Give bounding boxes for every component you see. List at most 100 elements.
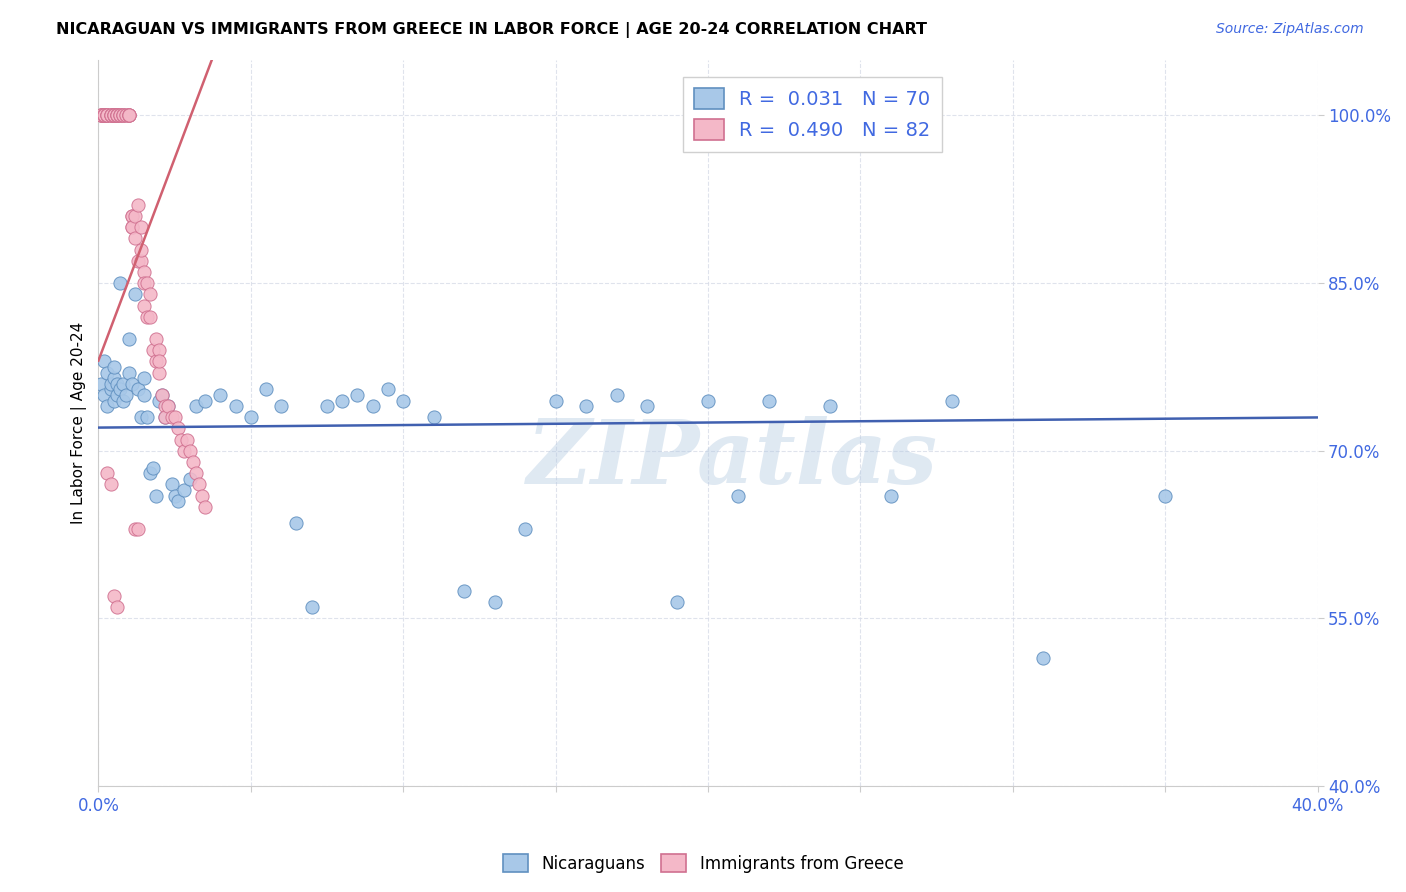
Point xyxy=(181,455,204,469)
Point xyxy=(103,108,125,122)
Point xyxy=(93,388,115,402)
Point xyxy=(132,265,155,279)
Point xyxy=(453,583,475,598)
Point xyxy=(105,108,128,122)
Text: Source: ZipAtlas.com: Source: ZipAtlas.com xyxy=(1216,22,1364,37)
Point xyxy=(103,359,125,374)
Point xyxy=(270,399,292,413)
Point xyxy=(818,399,841,413)
Point xyxy=(148,366,170,380)
Point xyxy=(114,108,136,122)
Point xyxy=(103,108,125,122)
Point xyxy=(105,108,128,122)
Point xyxy=(1032,650,1054,665)
Point xyxy=(105,108,128,122)
Point xyxy=(105,108,128,122)
Point xyxy=(93,108,115,122)
Legend: R =  0.031   N = 70, R =  0.490   N = 82: R = 0.031 N = 70, R = 0.490 N = 82 xyxy=(683,77,942,152)
Point xyxy=(285,516,308,531)
Point xyxy=(103,108,125,122)
Point xyxy=(118,332,141,346)
Point xyxy=(118,108,141,122)
Point xyxy=(108,108,131,122)
Point xyxy=(100,108,122,122)
Point xyxy=(90,108,112,122)
Point xyxy=(121,220,143,235)
Point xyxy=(160,477,183,491)
Point xyxy=(209,388,232,402)
Point xyxy=(111,393,134,408)
Point xyxy=(127,522,149,536)
Point xyxy=(105,600,128,615)
Point xyxy=(422,410,444,425)
Point xyxy=(103,108,125,122)
Point xyxy=(100,108,122,122)
Point xyxy=(605,388,627,402)
Point xyxy=(316,399,339,413)
Point xyxy=(145,354,167,368)
Point xyxy=(121,220,143,235)
Point xyxy=(111,108,134,122)
Point xyxy=(184,399,207,413)
Point xyxy=(301,600,323,615)
Point xyxy=(124,231,146,245)
Point xyxy=(330,393,353,408)
Point xyxy=(139,466,162,480)
Point xyxy=(96,466,118,480)
Point xyxy=(93,108,115,122)
Point xyxy=(96,108,118,122)
Point xyxy=(155,410,177,425)
Point xyxy=(127,382,149,396)
Point xyxy=(166,421,188,435)
Point xyxy=(124,522,146,536)
Point xyxy=(118,108,141,122)
Point xyxy=(727,489,749,503)
Point xyxy=(150,388,173,402)
Point xyxy=(132,298,155,312)
Point xyxy=(666,595,689,609)
Point xyxy=(239,410,262,425)
Point xyxy=(166,494,188,508)
Point xyxy=(100,376,122,391)
Point xyxy=(225,399,247,413)
Point xyxy=(346,388,368,402)
Point xyxy=(169,433,191,447)
Point xyxy=(148,354,170,368)
Point xyxy=(136,410,159,425)
Point xyxy=(111,108,134,122)
Point xyxy=(139,310,162,324)
Point xyxy=(100,477,122,491)
Point xyxy=(96,399,118,413)
Text: NICARAGUAN VS IMMIGRANTS FROM GREECE IN LABOR FORCE | AGE 20-24 CORRELATION CHAR: NICARAGUAN VS IMMIGRANTS FROM GREECE IN … xyxy=(56,22,927,38)
Point xyxy=(179,443,201,458)
Y-axis label: In Labor Force | Age 20-24: In Labor Force | Age 20-24 xyxy=(72,322,87,524)
Point xyxy=(194,500,217,514)
Point xyxy=(194,393,217,408)
Point xyxy=(155,399,177,413)
Point xyxy=(100,108,122,122)
Point xyxy=(121,209,143,223)
Point xyxy=(90,376,112,391)
Point xyxy=(129,253,152,268)
Point xyxy=(173,443,195,458)
Text: ZIPatlas: ZIPatlas xyxy=(527,416,938,502)
Point xyxy=(93,108,115,122)
Point xyxy=(118,108,141,122)
Point xyxy=(155,410,177,425)
Point xyxy=(880,489,903,503)
Point xyxy=(96,108,118,122)
Point xyxy=(136,276,159,290)
Point xyxy=(148,343,170,358)
Point xyxy=(173,483,195,497)
Point xyxy=(132,371,155,385)
Point xyxy=(108,382,131,396)
Point xyxy=(132,276,155,290)
Point xyxy=(124,209,146,223)
Point xyxy=(100,108,122,122)
Point xyxy=(105,388,128,402)
Point xyxy=(136,310,159,324)
Point xyxy=(148,393,170,408)
Point xyxy=(129,220,152,235)
Point xyxy=(111,108,134,122)
Point xyxy=(111,376,134,391)
